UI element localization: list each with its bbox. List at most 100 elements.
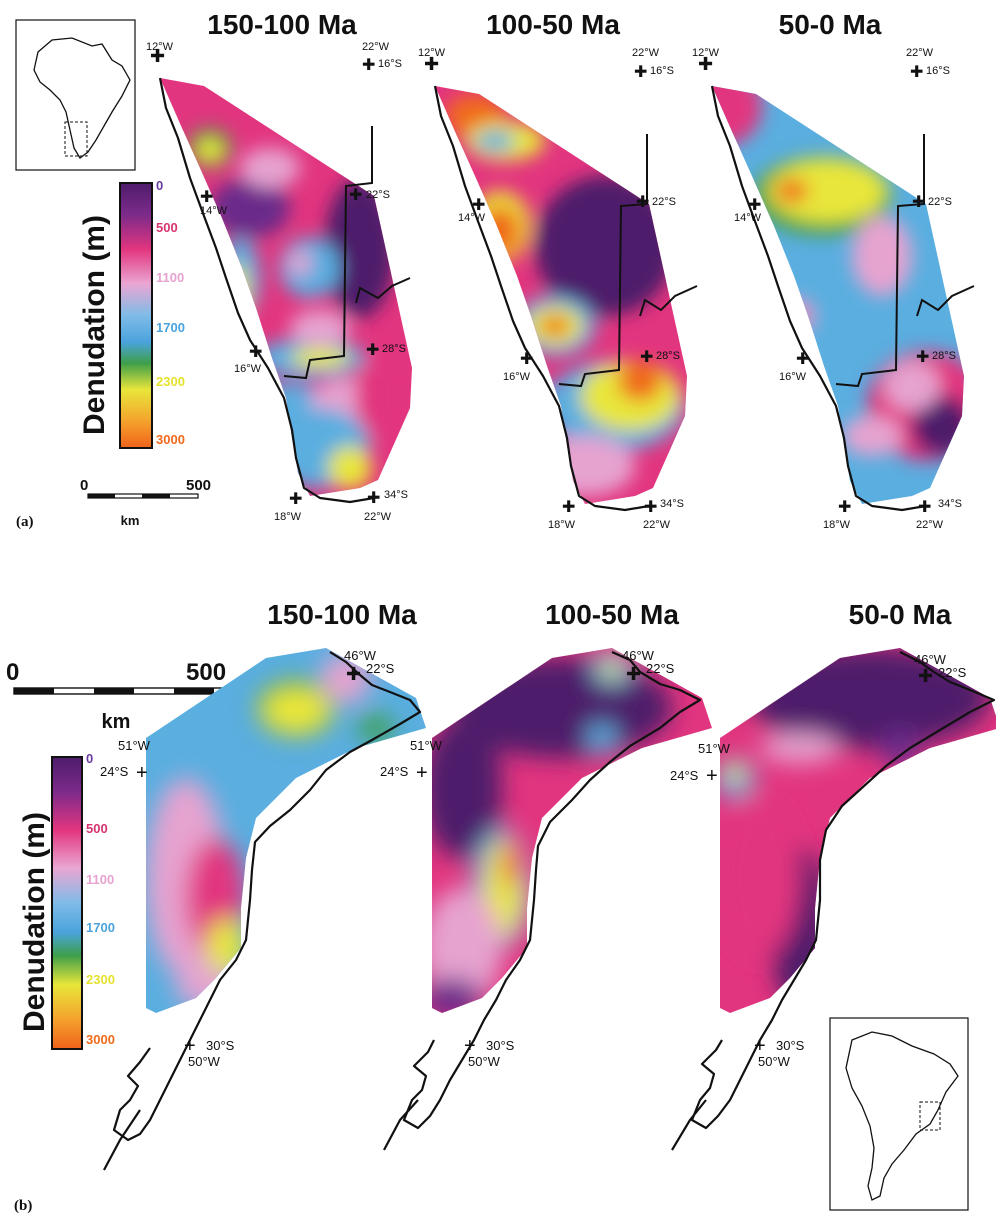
legend-b-tick-500: 500 <box>86 821 108 836</box>
title-b-1: 150-100 Ma <box>267 599 417 630</box>
coord-a3-w12: 12°W <box>692 47 720 59</box>
title-b-3: 50-0 Ma <box>849 599 952 630</box>
coord-a1-w22b: 22°W <box>364 511 392 523</box>
svg-text:✚: ✚ <box>346 664 361 684</box>
svg-text:+: + <box>464 1035 476 1057</box>
coord-a1-s34: 34°S <box>384 489 408 501</box>
coord-a1-w16: 16°W <box>234 363 262 375</box>
brazil-study-area-box <box>919 1101 941 1131</box>
title-a-2: 100-50 Ma <box>486 9 620 40</box>
map-a-100-50 <box>433 85 698 512</box>
svg-text:+: + <box>754 1035 766 1057</box>
coord-a3-w18: 18°W <box>823 519 851 531</box>
svg-text:✚: ✚ <box>910 64 923 81</box>
map-b-150-100 <box>146 648 426 1013</box>
africa-inset <box>15 19 136 171</box>
legend-b-tick-2300: 2300 <box>86 972 115 987</box>
svg-text:✚: ✚ <box>918 666 933 686</box>
coord-a2-w22b: 22°W <box>643 519 671 531</box>
coord-b2-s22: 22°S <box>646 661 675 676</box>
map-a-150-100 <box>158 77 412 504</box>
coord-a2-w14: 14°W <box>458 212 486 224</box>
legend-b-tick-3000: 3000 <box>86 1032 115 1047</box>
svg-text:✚: ✚ <box>838 499 851 516</box>
coord-b2-s24: 24°S <box>380 764 409 779</box>
svg-text:✚: ✚ <box>748 197 761 214</box>
svg-text:+: + <box>416 762 428 784</box>
coord-b3-s30: 30°S <box>776 1038 805 1053</box>
coord-a2-w22: 22°W <box>632 47 660 59</box>
coord-b1-w46: 46°W <box>344 648 377 663</box>
legend-a-tick-0: 0 <box>156 178 163 193</box>
coord-b3-w50: 50°W <box>758 1054 791 1069</box>
svg-text:+: + <box>184 1035 196 1057</box>
coord-b1-s30: 30°S <box>206 1038 235 1053</box>
coord-b3-s24: 24°S <box>670 768 699 783</box>
svg-text:+: + <box>136 762 148 784</box>
scale-b-end: 500 <box>186 659 226 686</box>
coord-a3-w16: 16°W <box>779 371 807 383</box>
map-b-50-0 <box>720 648 996 1013</box>
legend-b-tick-0: 0 <box>86 751 93 766</box>
coords-a: 12°W ✚ 22°W ✚ 16°S ✚ 14°W ✚ 22°S ✚ 16°W … <box>146 41 962 531</box>
panel-a-label: (a) <box>16 514 34 530</box>
map-a-50-0 <box>710 85 975 512</box>
scale-bar-a: 0 500 km <box>80 477 211 528</box>
coord-b1-s24: 24°S <box>100 764 129 779</box>
svg-text:✚: ✚ <box>367 490 380 507</box>
coord-b3-w51: 51°W <box>698 741 731 756</box>
coord-b1-w50: 50°W <box>188 1054 221 1069</box>
svg-text:✚: ✚ <box>626 664 641 684</box>
legend-b-tick-1700: 1700 <box>86 920 115 935</box>
coord-a1-w18: 18°W <box>274 511 302 523</box>
africa-study-area-box <box>64 121 88 157</box>
svg-text:✚: ✚ <box>698 54 713 74</box>
coord-a2-w12: 12°W <box>418 47 446 59</box>
coord-a1-w14: 14°W <box>200 205 228 217</box>
scale-a-start: 0 <box>80 477 88 494</box>
coord-a2-s16: 16°S <box>650 65 674 77</box>
svg-text:✚: ✚ <box>289 491 302 508</box>
scale-b-unit: km <box>102 711 131 733</box>
svg-text:✚: ✚ <box>200 189 213 206</box>
coord-a3-w22: 22°W <box>906 47 934 59</box>
coord-a3-s28: 28°S <box>932 350 956 362</box>
south-america-inset <box>829 1017 969 1211</box>
svg-text:✚: ✚ <box>916 349 929 366</box>
coord-a1-w12: 12°W <box>146 41 174 53</box>
svg-text:✚: ✚ <box>562 499 575 516</box>
coord-a2-s34: 34°S <box>660 498 684 510</box>
svg-text:✚: ✚ <box>150 46 165 66</box>
legend-b: Denudation (m) 0 500 1100 1700 2300 3000 <box>18 751 115 1050</box>
coord-b3-w46: 46°W <box>914 652 947 667</box>
scale-b-start: 0 <box>6 659 19 686</box>
svg-text:✚: ✚ <box>912 194 925 211</box>
coord-b1-w51: 51°W <box>118 738 151 753</box>
legend-a-tick-2300: 2300 <box>156 374 185 389</box>
coastlines-b <box>103 650 996 1171</box>
coord-b2-w51: 51°W <box>410 738 443 753</box>
africa-outline-icon <box>33 37 131 159</box>
coord-a3-w14: 14°W <box>734 212 762 224</box>
legend-a-tick-1100: 1100 <box>156 270 184 285</box>
coords-b: 46°W ✚ 22°S 51°W 24°S + + 30°S 50°W 46°W… <box>100 648 967 1069</box>
coord-b2-s30: 30°S <box>486 1038 515 1053</box>
coord-b1-s22: 22°S <box>366 661 395 676</box>
coord-a2-s28: 28°S <box>656 350 680 362</box>
svg-text:✚: ✚ <box>472 197 485 214</box>
scale-a-end: 500 <box>186 477 211 494</box>
coord-a1-w22: 22°W <box>362 41 390 53</box>
coord-b3-s22: 22°S <box>938 665 967 680</box>
legend-a-tick-500: 500 <box>156 220 178 235</box>
coord-a2-s22: 22°S <box>652 196 676 208</box>
svg-text:✚: ✚ <box>424 54 439 74</box>
coord-b2-w46: 46°W <box>622 648 655 663</box>
legend-b-title: Denudation (m) <box>18 812 51 1032</box>
svg-text:+: + <box>706 765 718 787</box>
scale-bar-b: 0 500 km <box>6 659 227 733</box>
svg-text:✚: ✚ <box>636 194 649 211</box>
svg-text:✚: ✚ <box>918 499 931 516</box>
south-america-outline-icon <box>845 1031 959 1201</box>
svg-text:✚: ✚ <box>349 187 362 204</box>
title-a-1: 150-100 Ma <box>207 9 357 40</box>
